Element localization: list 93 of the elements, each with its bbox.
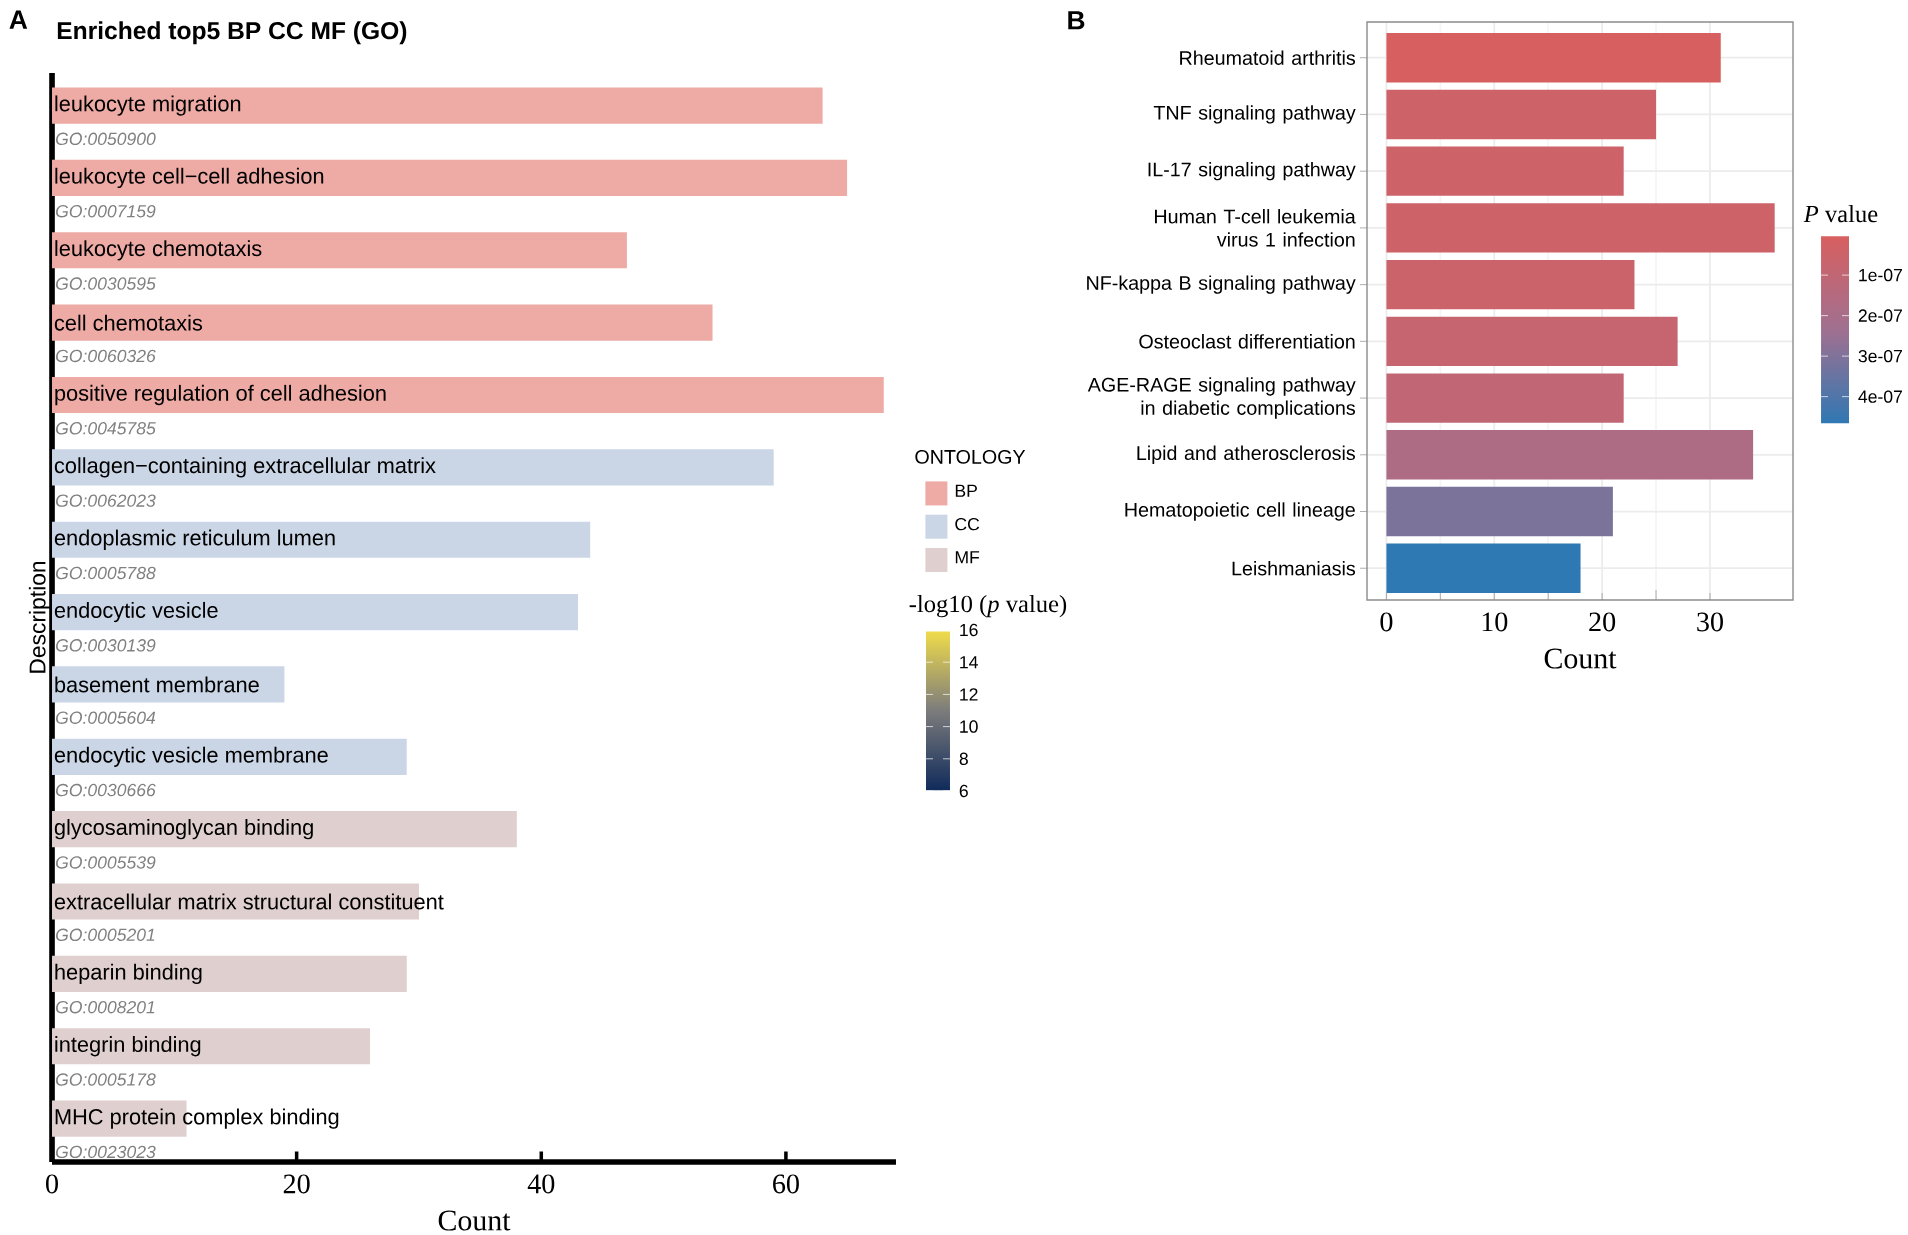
y-axis-title: Description <box>28 561 51 673</box>
annotation: GO:0030595 <box>56 277 156 290</box>
bar <box>1386 430 1754 480</box>
x-tick-label: 30 <box>1697 612 1723 632</box>
color-bar-label: 16 <box>960 623 978 637</box>
y-tick-label: Human T-cell leukemia virus 1 infection <box>1155 209 1356 247</box>
chart-title: Enriched top5 BP CC MF (GO) <box>57 21 407 45</box>
y-tick-label: Lipid and atherosclerosis <box>1137 445 1356 464</box>
bar <box>52 738 407 775</box>
bar <box>52 87 823 124</box>
y-tick-label: positive regulation of cell adhesion <box>55 384 386 406</box>
color-bar-label: 10 <box>960 720 978 733</box>
annotation: GO:0005539 <box>56 856 156 869</box>
x-tick-label: 0 <box>46 1174 58 1194</box>
x-tick-label: 0 <box>1380 612 1393 632</box>
color-bar-label: 4e-07 <box>1858 390 1902 403</box>
annotation: GO:0005604 <box>56 711 156 724</box>
y-tick-label: NF-kappa B signaling pathway <box>1087 275 1356 294</box>
annotation: GO:0060326 <box>56 349 156 363</box>
legend-label: MF <box>955 551 980 564</box>
bar <box>52 811 517 848</box>
color-bar-label: 6 <box>959 784 968 798</box>
annotation: GO:0005788 <box>56 566 156 580</box>
color-bar-label: 8 <box>959 752 968 766</box>
bar <box>1386 543 1581 593</box>
annotation: GO:0005201 <box>56 928 155 942</box>
y-tick-label: leukocyte migration <box>55 95 241 116</box>
bar <box>1386 146 1624 196</box>
bar <box>1386 203 1775 253</box>
x-tick-label: 10 <box>1482 612 1508 632</box>
x-tick-label: 20 <box>1589 612 1616 632</box>
y-tick-label: MHC protein complex binding <box>55 1108 339 1129</box>
bar <box>1386 259 1635 310</box>
bar <box>52 159 848 197</box>
annotation: GO:0008201 <box>56 1000 155 1014</box>
color-bar-title: P value <box>1803 205 1878 223</box>
y-tick-label: glycosaminoglycan binding <box>54 819 313 840</box>
y-tick-label: endoplasmic reticulum lumen <box>54 529 335 550</box>
y-tick-label: extracellular matrix structural constituent <box>54 893 444 910</box>
bar <box>52 449 774 486</box>
bar <box>1386 33 1721 83</box>
text: B <box>1068 11 1085 30</box>
y-tick-label: leukocyte chemotaxis <box>55 240 262 261</box>
bar <box>52 955 407 992</box>
color-bar-title: -log10 (p value) <box>909 594 1067 618</box>
bar <box>52 593 578 631</box>
legend-label: CC <box>955 517 980 531</box>
x-tick-label: 20 <box>283 1174 310 1194</box>
color-bar-label: 2e-07 <box>1858 309 1902 322</box>
color-bar-label: 12 <box>960 688 978 701</box>
y-tick-label: integrin binding <box>55 1036 201 1057</box>
x-axis-title: Count <box>438 1210 511 1231</box>
y-tick-label: heparin binding <box>55 963 202 985</box>
color-bar-label: 3e-07 <box>1858 349 1902 363</box>
annotation: GO:0023023 <box>56 1145 156 1159</box>
y-tick-label: AGE-RAGE signaling pathway in diabetic complications <box>1087 377 1356 419</box>
bar <box>1386 89 1657 140</box>
bar <box>52 521 591 558</box>
y-tick-label: Osteoclast differentiation <box>1139 334 1355 349</box>
legend-label: BP <box>955 484 977 497</box>
y-tick-label: cell chemotaxis <box>54 314 203 331</box>
x-tick-label: 60 <box>773 1174 799 1194</box>
y-tick-label: TNF signaling pathway <box>1153 105 1356 124</box>
annotation: GO:0045785 <box>56 422 156 435</box>
text: A <box>9 10 28 29</box>
annotation: GO:0005178 <box>56 1073 156 1086</box>
legend-title: ONTOLOGY <box>915 449 1026 464</box>
annotation: GO:0030666 <box>56 783 156 797</box>
color-bar-label: 14 <box>960 656 978 669</box>
y-tick-label: Rheumatoid arthritis <box>1180 50 1356 65</box>
y-tick-label: endocytic vesicle membrane <box>54 746 328 767</box>
bar <box>52 232 627 269</box>
y-tick-label: Leishmaniasis <box>1232 561 1356 576</box>
y-tick-label: basement membrane <box>55 676 259 693</box>
bar <box>1386 486 1613 537</box>
y-tick-label: collagen−containing extracellular matrix <box>54 457 436 478</box>
bar <box>1386 316 1678 367</box>
y-tick-label: Hematopoietic cell lineage <box>1125 502 1355 521</box>
y-tick-label: endocytic vesicle <box>54 601 218 623</box>
annotation: GO:0030139 <box>56 639 156 652</box>
annotation: GO:0007159 <box>56 204 156 218</box>
y-tick-label: IL-17 signaling pathway <box>1148 161 1356 181</box>
bar <box>52 304 713 341</box>
y-tick-label: leukocyte cell−cell adhesion <box>55 167 324 189</box>
annotation: GO:0050900 <box>56 132 156 146</box>
annotation: GO:0062023 <box>56 494 156 507</box>
bar <box>52 1028 371 1065</box>
x-tick-label: 40 <box>527 1174 555 1194</box>
bar <box>1386 373 1624 423</box>
x-axis-title: Count <box>1544 648 1617 669</box>
bar <box>52 666 285 703</box>
color-bar-label: 1e-07 <box>1859 268 1902 282</box>
bar <box>52 376 884 414</box>
